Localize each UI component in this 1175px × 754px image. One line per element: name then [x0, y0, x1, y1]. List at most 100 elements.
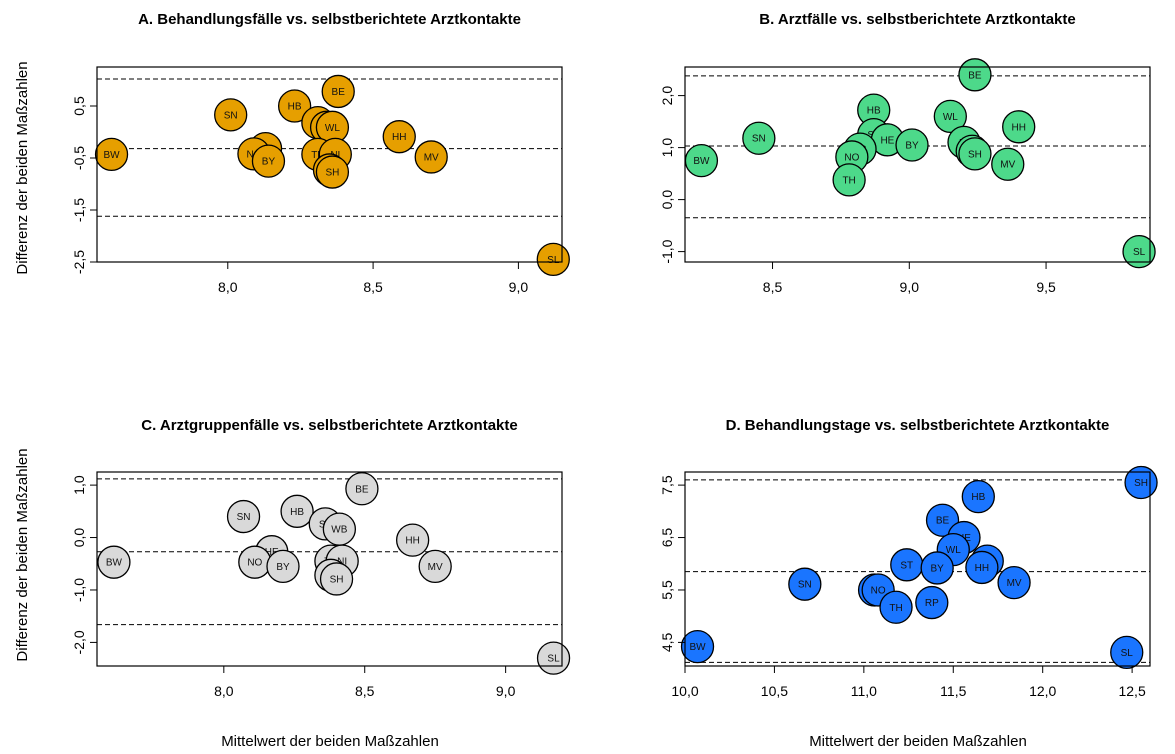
panel-C-ytick-label: -2,0	[71, 630, 87, 654]
panel-A-point-label: SH	[325, 168, 339, 179]
panel-C-point-sn	[226, 499, 261, 534]
panel-B-ytick-label: 2,0	[659, 86, 675, 106]
panel-B-point-label: TH	[842, 175, 855, 186]
panel-B-point-label: SH	[968, 149, 982, 160]
panel-D-point-label: TH	[889, 603, 902, 614]
panel-C-point-label: NI	[337, 557, 347, 568]
panel-D-xtick-label: 10,0	[671, 683, 698, 699]
panel-B-point-label: BW	[693, 156, 710, 167]
panel-C-xtick-label: 9,0	[496, 683, 516, 699]
panel-A-xtick-label: 8,0	[218, 279, 238, 295]
panel-B-point-sn	[742, 121, 776, 155]
panel-A-point-label: WL	[325, 123, 340, 134]
panel-D-point-sh	[1124, 465, 1158, 500]
panel-D-point-label: NO	[871, 585, 886, 596]
xlabel-left: Mittelwert der beiden Maßzahlen	[221, 733, 439, 750]
panel-C-xtick-label: 8,5	[355, 683, 375, 699]
panel-B-point-label: HE	[880, 135, 894, 146]
panel-D-point-label: HB	[971, 492, 985, 503]
panel-A-point-sh	[315, 155, 350, 189]
panel-A-title: A. Behandlungsfälle vs. selbstberichtete…	[138, 11, 521, 28]
panel-A-ytick-label: -1,5	[71, 198, 87, 222]
panel-B-point-label: MV	[1000, 160, 1015, 171]
panel-B-point-label: BY	[905, 141, 919, 152]
panel-A: A. Behandlungsfälle vs. selbstberichtete…	[71, 11, 570, 295]
panel-B-ytick-label: 1,0	[659, 138, 675, 158]
panel-B-point-sl	[1122, 234, 1156, 269]
panel-C-point-label: MV	[428, 562, 443, 573]
panel-C-point-label: SL	[547, 654, 560, 665]
panel-B-point-label: HH	[1011, 122, 1025, 133]
panel-B-ytick-label: -1,0	[659, 239, 675, 263]
panel-C: C. Arztgruppenfälle vs. selbstberichtete…	[71, 417, 571, 699]
panel-B-point-wl	[933, 99, 967, 134]
panel-C-ytick-label: -1,0	[71, 578, 87, 602]
panel-D-point-label: BE	[936, 516, 950, 527]
panel-C-point-label: HH	[405, 536, 419, 547]
panel-D-point-mv	[997, 565, 1031, 600]
panel-D-ytick-label: 7,5	[659, 475, 675, 495]
panel-C-point-hb	[280, 494, 314, 528]
panel-B-point-label: SN	[752, 134, 766, 145]
panel-D-point-label: SN	[798, 580, 812, 591]
panel-D-point-label: SH	[1134, 478, 1148, 489]
panel-D-xtick-label: 11,5	[940, 683, 966, 699]
panel-B-point-label: HB	[867, 106, 881, 117]
panel-A-point-mv	[414, 140, 448, 174]
panel-D-point-label: RP	[925, 598, 939, 609]
panel-A-point-by	[251, 144, 286, 178]
panel-B-point-label: NO	[844, 152, 859, 163]
panel-A-point-label: BW	[103, 150, 120, 161]
panel-C-point-be	[345, 472, 379, 506]
panel-D-point-sn	[788, 567, 822, 601]
panel-B-title: B. Arztfälle vs. selbstberichtete Arztko…	[759, 11, 1075, 28]
panel-C-point-label: HE	[265, 547, 279, 558]
panel-B-point-label: WL	[943, 112, 958, 123]
panel-D-point-label: BY	[931, 563, 945, 574]
panel-D-point-label: BW	[689, 642, 706, 653]
xlabel-right: Mittelwert der beiden Maßzahlen	[809, 733, 1027, 750]
panel-D-point-bw	[680, 629, 715, 664]
panel-A-point-label: HH	[392, 132, 406, 143]
ylabel-top: Differenz der beiden Maßzahlen	[14, 61, 31, 274]
panel-A-xtick-label: 9,0	[509, 279, 529, 295]
panel-B-point-th	[832, 163, 866, 197]
panel-D: D. Behandlungstage vs. selbstberichtete …	[659, 417, 1158, 699]
panel-C-point-label: BE	[355, 484, 369, 495]
panel-B-point-label: BE	[968, 70, 982, 81]
panel-C-point-by	[266, 549, 300, 584]
panel-D-ytick-label: 4,5	[659, 632, 675, 652]
panel-C-point-label: HB	[290, 507, 304, 518]
panel-D-point-sl	[1110, 635, 1144, 670]
panel-D-xtick-label: 12,0	[1029, 683, 1056, 699]
panel-D-xtick-label: 10,5	[761, 683, 788, 699]
panel-A-ytick-label: -2,5	[71, 250, 87, 274]
panel-D-title: D. Behandlungstage vs. selbstberichtete …	[726, 417, 1110, 434]
panel-C-point-label: SH	[330, 574, 344, 585]
panel-B-point-hh	[1002, 110, 1036, 144]
panel-C-point-label: BY	[276, 562, 290, 573]
panel-D-point-hh	[965, 550, 999, 585]
panel-A-point-bw	[94, 137, 129, 172]
ylabel-bottom: Differenz der beiden Maßzahlen	[14, 448, 31, 661]
panel-C-title: C. Arztgruppenfälle vs. selbstberichtete…	[141, 417, 517, 434]
panel-B-xtick-label: 9,0	[900, 279, 920, 295]
panel-A-point-label: BY	[262, 157, 276, 168]
panel-C-point-sh	[319, 562, 354, 596]
panel-D-point-th	[879, 590, 913, 624]
panel-A-point-hh	[382, 120, 416, 154]
panel-A-ytick-label: -0,5	[71, 146, 87, 170]
panel-A-point-label: BE	[332, 87, 346, 98]
panel-C-point-label: BW	[106, 558, 123, 569]
panel-C-point-bw	[97, 545, 131, 579]
panel-B-frame	[684, 66, 1151, 263]
panel-A-ytick-label: 0,5	[71, 96, 87, 116]
panel-D-xtick-label: 12,5	[1118, 683, 1145, 699]
panel-D-point-label: HH	[975, 563, 989, 574]
panel-D-ytick-label: 5,5	[659, 580, 675, 600]
panel-D-ytick-label: 6,5	[659, 528, 675, 548]
panels: A. Behandlungsfälle vs. selbstberichtete…	[71, 11, 1158, 699]
panel-D-point-label: ST	[900, 560, 913, 571]
panel-D-point-rp	[915, 585, 949, 620]
